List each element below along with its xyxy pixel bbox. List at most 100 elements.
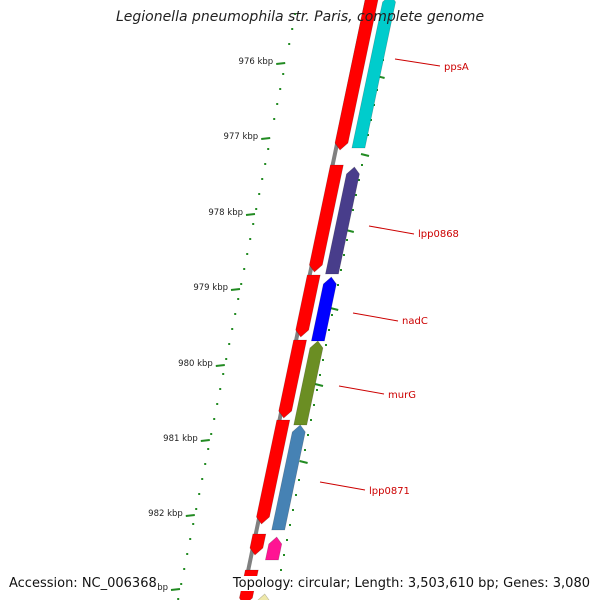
ruler-minor-tick (264, 163, 267, 165)
kbp-label: 977 kbp (224, 132, 259, 142)
ruler-minor-tick (177, 598, 180, 600)
ruler-minor-tick (373, 104, 375, 106)
gene-label-ppsA[interactable]: ppsA (444, 62, 469, 73)
gene-small-yellow[interactable] (256, 593, 270, 600)
ruler-minor-tick (273, 118, 276, 120)
kbp-label: 980 kbp (178, 359, 213, 369)
ruler-minor-tick (249, 238, 252, 240)
ruler-minor-tick (261, 178, 264, 180)
ruler-minor-tick (319, 374, 321, 376)
ruler-major-tick (314, 383, 324, 387)
ruler-minor-tick (252, 223, 255, 225)
ruler-minor-tick (189, 538, 192, 540)
cds-feature[interactable] (334, 0, 379, 151)
ruler-minor-tick (213, 418, 216, 420)
ruler-minor-tick (361, 164, 363, 166)
kbp-label: 979 kbp (193, 283, 228, 293)
ruler-minor-tick (222, 373, 225, 375)
ruler-minor-tick (288, 43, 291, 45)
cds-feature[interactable] (256, 419, 291, 525)
gene-label-lpp0868[interactable]: lpp0868 (418, 229, 459, 240)
kbp-label: 982 kbp (148, 509, 183, 519)
ruler-minor-tick (295, 494, 297, 496)
ruler-minor-tick (294, 13, 297, 15)
ruler-minor-tick (186, 553, 189, 555)
ruler-minor-tick (340, 269, 342, 271)
ruler-minor-tick (231, 328, 234, 330)
ruler-minor-tick (204, 463, 207, 465)
ruler-minor-tick (322, 359, 324, 361)
ruler-major-tick (245, 213, 256, 216)
ruler-minor-tick (207, 448, 210, 450)
ruler-minor-tick (246, 253, 249, 255)
gene-labels: ppsA lpp0868 nadC murG lpp0871 (319, 58, 469, 497)
ruler-minor-tick (240, 283, 243, 285)
gene-label-lpp0871[interactable]: lpp0871 (369, 486, 410, 497)
ruler-minor-tick (243, 268, 246, 270)
ruler-major-tick (276, 62, 286, 65)
ruler-minor-tick (183, 568, 186, 570)
ruler-minor-tick (228, 343, 231, 345)
ruler-major-tick (299, 460, 308, 464)
ruler-minor-tick (367, 134, 369, 136)
ruler-minor-tick (292, 509, 294, 511)
ruler-minor-tick (313, 404, 315, 406)
ruler-minor-tick (346, 239, 348, 241)
ruler-minor-tick (258, 193, 261, 195)
ruler-minor-tick (225, 358, 228, 360)
ppsA-leader (394, 58, 441, 67)
gene-small-magenta[interactable] (265, 536, 283, 561)
ruler-minor-tick (291, 28, 294, 30)
ruler-major-tick (215, 364, 225, 367)
ruler-minor-tick (210, 433, 213, 435)
ruler-minor-tick (280, 569, 282, 571)
ruler-minor-tick (328, 329, 330, 331)
ruler-minor-tick (180, 583, 183, 585)
ruler-minor-tick (219, 388, 222, 390)
kbp-label: 981 kbp (163, 434, 198, 444)
ruler-minor-tick (307, 434, 309, 436)
cds-feature[interactable] (295, 274, 321, 338)
ruler-major-tick (329, 307, 339, 311)
cds-feature[interactable] (278, 339, 307, 419)
ruler-major-tick (230, 288, 241, 291)
gene-label-nadC[interactable]: nadC (402, 316, 428, 327)
ruler-major-tick (185, 514, 195, 517)
gene-lpp0871[interactable] (271, 424, 306, 531)
ruler-minor-tick (198, 493, 201, 495)
ruler-minor-tick (316, 389, 318, 391)
gene-ppsA[interactable] (351, 0, 396, 149)
topology-text: Topology: circular; Length: 3,503,610 bp… (232, 576, 590, 591)
ruler-minor-tick (370, 119, 372, 121)
ruler-minor-tick (331, 314, 333, 316)
ruler-minor-tick (286, 539, 288, 541)
genome-title: Legionella pneumophila str. Paris, compl… (115, 9, 485, 25)
kbp-label: 978 kbp (208, 208, 243, 218)
gene-lpp0868[interactable] (325, 166, 360, 275)
ruler-major-tick (200, 439, 210, 442)
ruler-major-tick (261, 137, 271, 140)
ruler-minor-tick (216, 403, 219, 405)
ruler-major-tick (360, 153, 370, 157)
ruler-minor-tick (343, 254, 345, 256)
ruler-minor-tick (325, 344, 327, 346)
lpp0868-leader (368, 225, 415, 235)
ruler-minor-tick (283, 554, 285, 556)
cds-feature[interactable] (309, 164, 344, 273)
ruler-minor-tick (195, 508, 198, 510)
ruler-minor-tick (237, 298, 240, 300)
ruler-minor-tick (352, 209, 354, 211)
nadC-leader (352, 312, 399, 322)
ruler-minor-tick (298, 479, 300, 481)
ruler-minor-tick (234, 313, 237, 315)
ruler-minor-tick (192, 523, 195, 525)
ruler-minor-tick (355, 194, 357, 196)
kbp-label: 976 kbp (239, 57, 274, 67)
cds-feature[interactable] (249, 533, 267, 556)
murG-leader (338, 385, 385, 395)
accession-text: Accession: NC_006368 (9, 576, 157, 591)
ruler-minor-tick (201, 478, 204, 480)
gene-label-murG[interactable]: murG (388, 390, 416, 401)
ruler-minor-tick (304, 449, 306, 451)
